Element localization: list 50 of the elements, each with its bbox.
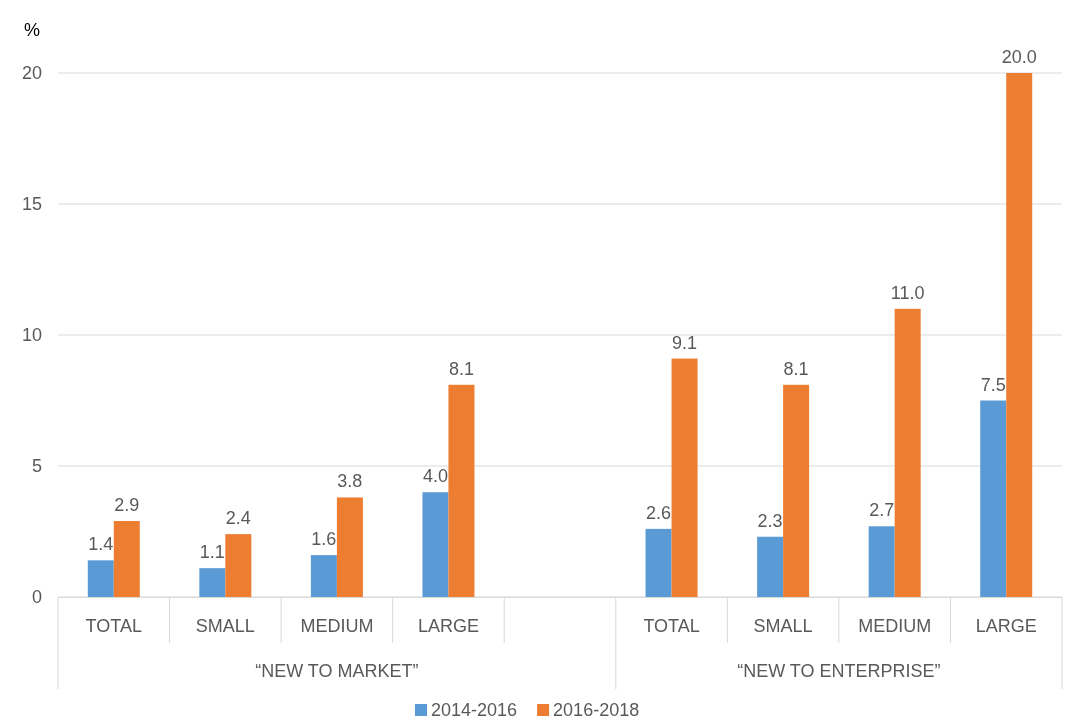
data-label: 20.0 (1001, 47, 1037, 67)
bar (113, 521, 140, 597)
bar (894, 308, 921, 597)
bar (87, 560, 114, 597)
data-label: 2.6 (646, 502, 672, 523)
bar (1006, 73, 1033, 597)
x-tick-label: MEDIUM (300, 615, 374, 636)
y-tick-label: 0 (31, 587, 42, 608)
data-label: 3.8 (337, 471, 363, 492)
data-label: 2.3 (757, 510, 783, 531)
bar (199, 568, 226, 597)
text: “NEW TO MARKET” (255, 661, 419, 681)
data-label: 2.9 (114, 495, 140, 516)
legend-label: 2016-2018 (553, 700, 640, 720)
y-tick-label: 10 (21, 325, 42, 346)
data-label: 2.7 (869, 500, 895, 521)
data-label: 11.0 (890, 282, 925, 303)
x-tick-label: SMALL (753, 615, 813, 636)
bar (422, 492, 449, 597)
data-label: 1.1 (199, 542, 225, 563)
bar (671, 358, 698, 597)
y-axis-title: % (23, 20, 41, 40)
x-tick-label: SMALL (195, 615, 255, 636)
bar (448, 384, 475, 597)
x-tick-label: TOTAL (643, 615, 700, 636)
text: “NEW TO ENTERPRISE” (737, 661, 941, 681)
bar (225, 534, 252, 597)
bar (980, 400, 1007, 597)
x-tick-label: TOTAL (85, 615, 142, 636)
data-label: 1.6 (311, 529, 337, 550)
data-label: 9.1 (672, 332, 698, 353)
bar (757, 536, 784, 597)
bar (645, 528, 672, 597)
data-label: 8.1 (448, 358, 474, 379)
x-tick-label: LARGE (417, 615, 479, 636)
y-tick-label: 5 (31, 456, 42, 477)
legend-label: 2014-2016 (431, 700, 518, 720)
bar (783, 384, 810, 597)
data-label: 2.4 (225, 508, 251, 529)
data-label: 4.0 (422, 466, 448, 487)
bar (336, 497, 363, 597)
data-label: 1.4 (88, 534, 114, 555)
x-tick-label: MEDIUM (858, 615, 932, 636)
y-tick-label: 20 (21, 63, 42, 84)
x-tick-label: LARGE (975, 615, 1037, 636)
bar (868, 526, 895, 597)
bar (310, 555, 337, 597)
data-label: 7.5 (980, 374, 1006, 395)
y-tick-label: 15 (21, 194, 42, 215)
data-label: 8.1 (783, 358, 809, 379)
